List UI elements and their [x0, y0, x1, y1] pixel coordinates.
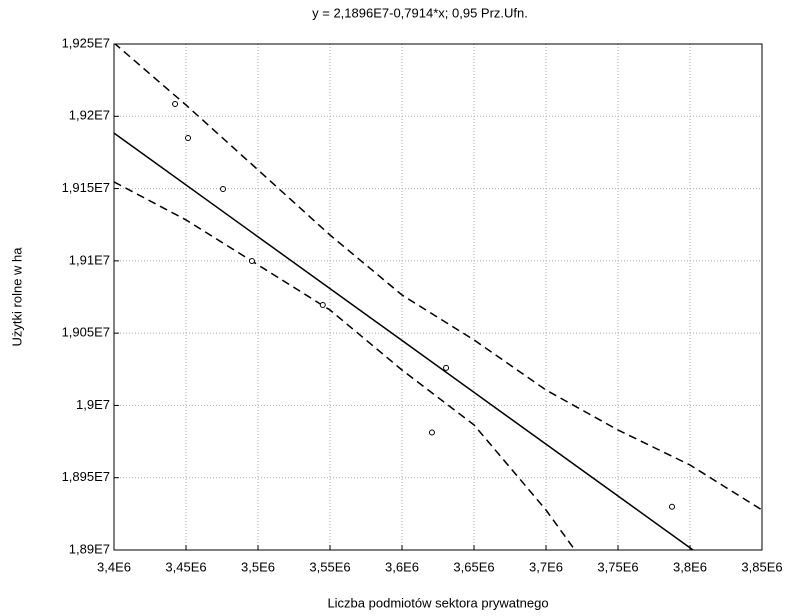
x-tick-label: 3,45E6 — [165, 559, 206, 574]
data-point — [248, 258, 255, 265]
x-tick-label: 3,85E6 — [741, 559, 782, 574]
plot-area — [114, 44, 762, 550]
x-tick-label: 3,4E6 — [97, 559, 131, 574]
confidence-lower — [114, 181, 576, 550]
data-point — [185, 134, 192, 141]
x-tick-label: 3,8E6 — [673, 559, 707, 574]
y-tick-label: 1,925E7 — [62, 35, 110, 50]
data-point — [319, 301, 326, 308]
y-tick-label: 1,91E7 — [69, 252, 110, 267]
y-tick-label: 1,92E7 — [69, 108, 110, 123]
data-point — [669, 503, 675, 510]
y-axis-label: Użytki rolne w ha — [9, 247, 24, 347]
y-tick-label: 1,89E7 — [69, 541, 110, 556]
x-tick-label: 3,55E6 — [309, 559, 350, 574]
y-tick-label: 1,895E7 — [62, 469, 110, 484]
y-tick-label: 1,915E7 — [62, 180, 110, 195]
chart-title: y = 2,1896E7-0,7914*x; 0,95 Prz.Ufn. — [312, 5, 528, 20]
x-tick-label: 3,7E6 — [529, 559, 563, 574]
data-point — [443, 364, 450, 371]
confidence-upper — [114, 44, 762, 511]
x-tick-label: 3,65E6 — [453, 559, 494, 574]
data-point — [172, 100, 179, 107]
data-point — [428, 429, 435, 436]
regression-line — [114, 132, 694, 550]
plot-frame — [113, 43, 763, 551]
x-axis-label: Liczba podmiotów sektora prywatnego — [327, 595, 548, 610]
x-tick-label: 3,75E6 — [597, 559, 638, 574]
x-tick-label: 3,6E6 — [385, 559, 419, 574]
y-tick-label: 1,905E7 — [62, 325, 110, 340]
data-point — [220, 186, 227, 193]
grid — [113, 43, 763, 551]
x-tick-label: 3,5E6 — [241, 559, 275, 574]
y-tick-label: 1,9E7 — [76, 397, 110, 412]
